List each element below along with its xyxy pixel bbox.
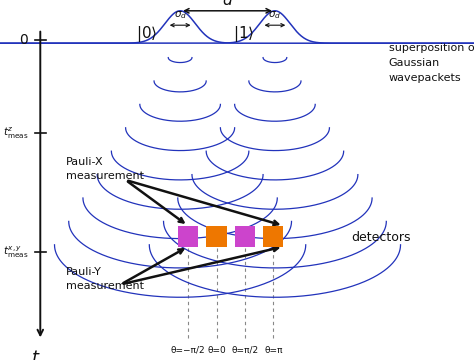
Text: $0$: $0$ bbox=[18, 33, 28, 46]
Text: Pauli-Y
measurement: Pauli-Y measurement bbox=[66, 267, 145, 291]
Text: $t^{x,y}_\mathrm{meas}$: $t^{x,y}_\mathrm{meas}$ bbox=[3, 244, 28, 260]
Text: θ=π: θ=π bbox=[264, 346, 283, 355]
Text: detectors: detectors bbox=[351, 231, 410, 244]
Text: $t^z_\mathrm{meas}$: $t^z_\mathrm{meas}$ bbox=[3, 126, 28, 141]
Text: $|0\rangle$: $|0\rangle$ bbox=[136, 24, 158, 44]
Bar bbox=[206, 226, 227, 247]
Text: $t$: $t$ bbox=[31, 349, 40, 360]
Bar bbox=[263, 226, 283, 247]
Text: θ=π/2: θ=π/2 bbox=[231, 346, 259, 355]
Text: θ=0: θ=0 bbox=[207, 346, 226, 355]
Text: Pauli-X
measurement: Pauli-X measurement bbox=[66, 157, 145, 181]
Bar bbox=[178, 226, 198, 247]
Text: θ=−π/2: θ=−π/2 bbox=[171, 346, 206, 355]
Bar bbox=[235, 226, 255, 247]
Text: $\sigma_d$: $\sigma_d$ bbox=[173, 9, 187, 21]
Text: superposition of
Gaussian
wavepackets: superposition of Gaussian wavepackets bbox=[389, 43, 474, 83]
Text: $\sigma_d$: $\sigma_d$ bbox=[268, 9, 282, 21]
Text: $d$: $d$ bbox=[222, 0, 233, 8]
Text: $|1\rangle$: $|1\rangle$ bbox=[233, 24, 255, 44]
